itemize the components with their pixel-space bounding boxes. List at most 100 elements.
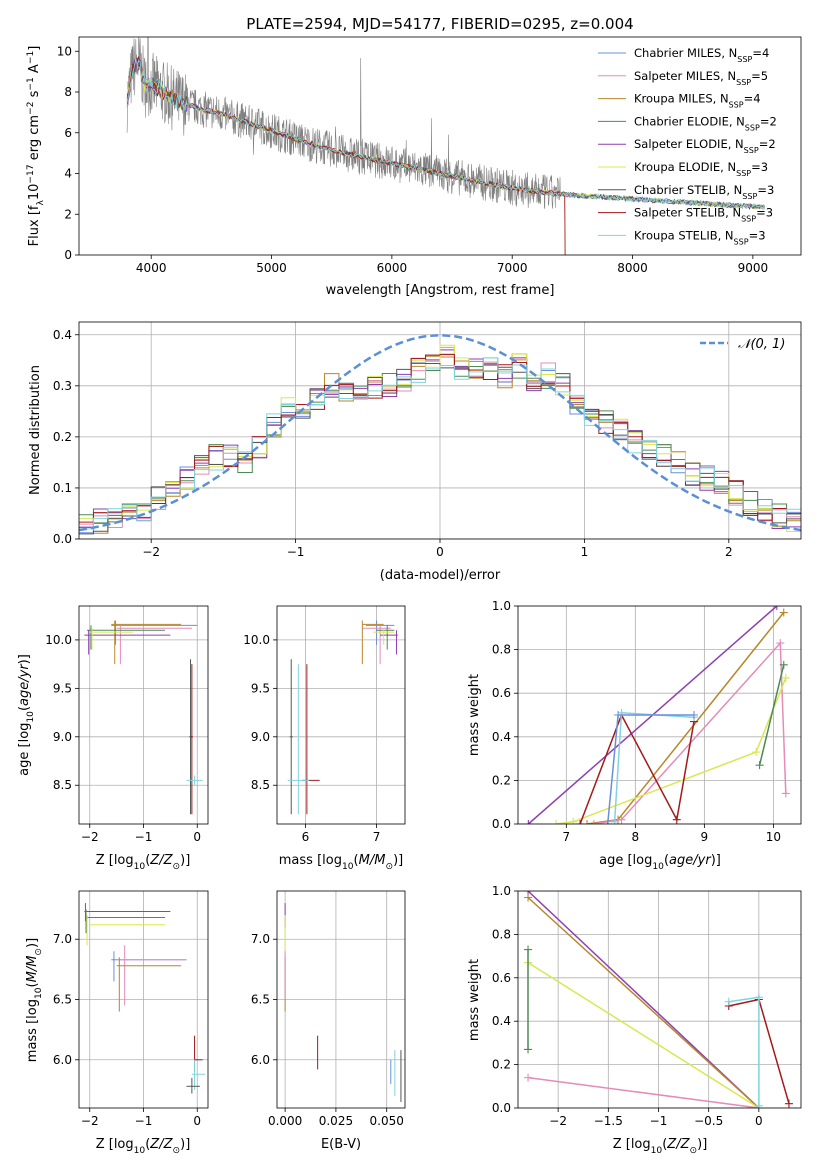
weight-z-line	[527, 896, 760, 1108]
residual-hist-step	[79, 354, 801, 523]
spectrum-legend-label: Kroupa ELODIE, NSSP=3	[634, 160, 768, 178]
spectrum-xtick-label: 8000	[617, 261, 648, 275]
mass_vs_ebv-ytick-label: 7.0	[251, 932, 270, 946]
weight-z-xlabel: Z [log10(Z/Z⊙)]	[613, 1137, 708, 1156]
gaussian-legend-label: 𝒩(0, 1)	[738, 337, 785, 352]
weight_vs_age-frame	[517, 605, 802, 825]
age-mass-xlabel: mass [log10(M/M⊙)]	[279, 853, 403, 872]
weight_vs_age-axes: 7 8 9 10 0.0 0.2 0.4 0.6 0.8 1.0 age [log10(age/yr…	[467, 599, 802, 872]
residual-hist-step	[79, 357, 801, 530]
age_vs_mass-plot-area	[277, 606, 405, 824]
mass_vs_Z-ytick-label: 6.5	[53, 993, 72, 1007]
spectrum-legend-label: Salpeter ELODIE, NSSP=2	[634, 137, 776, 155]
mass_vs_Z-xtick-label: −2	[81, 1114, 99, 1128]
mass_vs_ebv-plot-area	[277, 891, 405, 1108]
weight-age-line	[758, 664, 785, 766]
residuals-xtick-label: 0	[436, 545, 444, 559]
weight-age-marker	[603, 820, 612, 824]
age_vs_Z-ytick-label: 9.0	[53, 730, 72, 744]
weight-z-marker	[724, 997, 733, 1006]
mass-ebv-xlabel: E(B-V)	[321, 1137, 361, 1152]
weight-z-marker	[754, 993, 763, 1002]
mass_vs_ebv-ytick-label: 6.0	[251, 1053, 270, 1067]
weight_vs_age-ytick-label: 0.0	[492, 817, 511, 831]
weight-age-xlabel: age [log10(age/yr)]	[599, 853, 721, 872]
weight_vs_Z-xtick-label: −1	[650, 1114, 668, 1128]
mass_vs_ebv-ytick-label: 6.5	[251, 993, 270, 1007]
age-z-ylabel: age [log10(age/yr)]	[17, 654, 36, 776]
residuals-ytick-label: 0.4	[53, 328, 72, 342]
spectrum-legend-label: Salpeter MILES, NSSP=5	[634, 69, 768, 87]
residual-hist-step	[79, 344, 801, 533]
weight-z-marker	[784, 1099, 793, 1108]
weight-z-line	[527, 961, 760, 1108]
weight_vs_age-xtick-label: 8	[632, 830, 640, 844]
age_vs_Z-ytick-label: 9.5	[53, 681, 72, 695]
weight-age-marker	[610, 817, 619, 824]
mass_vs_Z-frame	[78, 890, 209, 1109]
age_vs_mass-axes: 6 7 8.5 9.0 9.5 10.0 mass [log10(M/M⊙)]	[243, 605, 406, 872]
spectrum-legend-label: Salpeter STELIB, NSSP=3	[634, 206, 773, 224]
mass_vs_Z-axes: −2 −1 0 6.0 6.5 7.0 Z [log10(Z/Z⊙)] mass [log10…	[25, 890, 209, 1156]
weight_vs_age-ytick-label: 0.4	[492, 730, 511, 744]
spectrum-ytick-label: 10	[57, 44, 72, 58]
age_vs_Z-frame	[78, 605, 209, 825]
age-z-xlabel: Z [log10(Z/Z⊙)]	[96, 853, 191, 872]
weight-age-line	[579, 713, 695, 824]
age_vs_Z-xtick-label: −2	[81, 830, 99, 844]
weight_vs_age-ytick-label: 0.2	[492, 773, 511, 787]
weight_vs_age-ytick-label: 1.0	[492, 599, 511, 613]
residuals-ytick-label: 0.1	[53, 481, 72, 495]
residuals-xtick-label: 2	[725, 545, 733, 559]
figure-title: PLATE=2594, MJD=54177, FIBERID=0295, z=0…	[246, 15, 633, 33]
mass_vs_Z-xtick-label: 0	[193, 1114, 201, 1128]
age_vs_mass-frame	[276, 605, 406, 825]
weight-age-marker	[569, 817, 578, 824]
weight_vs_age-xtick-label: 9	[701, 830, 709, 844]
spectrum-legend-label: Chabrier ELODIE, NSSP=2	[634, 114, 777, 131]
weight_vs_Z-xtick-label: −0.5	[694, 1114, 723, 1128]
weight-age-marker	[776, 639, 785, 648]
weight_vs_Z-ytick-label: 0.4	[492, 1014, 511, 1028]
weight_vs_Z-ytick-label: 1.0	[492, 884, 511, 898]
weight_vs_age-ytick-label: 0.6	[492, 686, 511, 700]
weight_vs_Z-ytick-label: 0.8	[492, 927, 511, 941]
spectrum-legend-label: Kroupa MILES, NSSP=4	[634, 92, 761, 110]
weight_vs_age-xtick-label: 7	[562, 830, 570, 844]
weight_vs_Z-xtick-label: −2	[549, 1114, 567, 1128]
residuals-plot-area	[79, 322, 801, 539]
spectrum-legend-label: Kroupa STELIB, NSSP=3	[634, 228, 766, 246]
residuals-ytick-label: 0.3	[53, 379, 72, 393]
mass_vs_ebv-xtick-label: 0.050	[370, 1114, 404, 1128]
spectrum-xlabel: wavelength [Angstrom, rest frame]	[326, 283, 555, 298]
weight-age-marker	[755, 761, 764, 770]
mass_vs_Z-plot-area	[79, 891, 208, 1108]
weight_vs_Z-plot-area	[518, 891, 801, 1108]
spectrum-axes: 4000 5000 6000 7000 8000 9000 0 2 4 6 8 10 wavelengt…	[26, 36, 802, 298]
weight-age-marker	[779, 608, 788, 617]
age_vs_Z-ytick-label: 8.5	[53, 778, 72, 792]
age_vs_mass-ytick-label: 10.0	[243, 633, 270, 647]
residuals-xlabel: (data-model)/error	[380, 568, 501, 583]
weight-age-marker	[690, 711, 699, 719]
weight_vs_age-plot-area	[518, 606, 801, 824]
age_vs_mass-ytick-label: 8.5	[251, 778, 270, 792]
weight_vs_Z-ytick-label: 0.0	[492, 1101, 511, 1115]
mass_vs_ebv-frame	[276, 890, 406, 1109]
residuals-xtick-label: −2	[142, 545, 160, 559]
weight-z-line	[527, 891, 760, 1108]
residuals-ytick-label: 0.0	[53, 532, 72, 546]
weight-age-marker	[772, 606, 781, 610]
spectrum-xtick-label: 7000	[497, 261, 528, 275]
spectrum-ytick-label: 8	[64, 85, 72, 99]
spectrum-model-line	[126, 59, 765, 211]
weight-z-marker	[524, 1073, 533, 1082]
mass-z-xlabel: Z [log10(Z/Z⊙)]	[96, 1137, 191, 1156]
weight-age-ylabel: mass weight	[467, 674, 482, 756]
age_vs_Z-xtick-label: −1	[135, 830, 153, 844]
mass-z-ylabel: mass [log10(M/M⊙)]	[25, 938, 44, 1062]
mass_vs_ebv-xtick-label: 0.025	[319, 1114, 353, 1128]
weight-age-marker	[672, 815, 681, 824]
age_vs_mass-ytick-label: 9.0	[251, 730, 270, 744]
weight-age-marker	[752, 748, 761, 757]
